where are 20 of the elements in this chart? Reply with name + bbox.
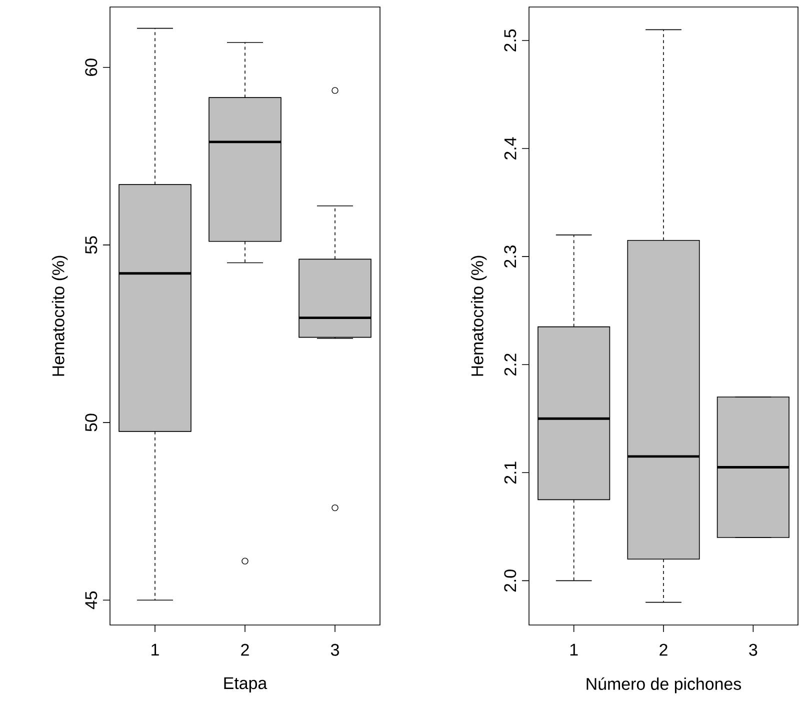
y-tick-label: 2.3 bbox=[504, 246, 516, 268]
y-tick-label: 2.2 bbox=[504, 354, 516, 376]
x-tick-label: 2 bbox=[660, 644, 668, 656]
x-tick-label: 1 bbox=[152, 644, 159, 656]
y-tick-label: 2.0 bbox=[504, 570, 516, 592]
y-axis-title: Hematocrito (%) bbox=[470, 256, 487, 376]
y-tick-label: 2.5 bbox=[504, 29, 516, 52]
y-tick-label: 45 bbox=[85, 591, 98, 610]
x-tick-label: 3 bbox=[330, 644, 339, 656]
x-tick-label: 1 bbox=[570, 644, 578, 656]
x-tick-label: 2 bbox=[241, 644, 249, 656]
x-axis-title: Número de pichones bbox=[586, 677, 741, 694]
y-axis-title: Hematocrito (%) bbox=[52, 256, 68, 376]
y-tick-label: 2.1 bbox=[504, 462, 516, 484]
y-tick-label: 60 bbox=[85, 58, 98, 76]
y-tick-label: 50 bbox=[85, 414, 98, 432]
y-tick-label: 55 bbox=[85, 236, 98, 254]
x-tick-label: 3 bbox=[749, 644, 758, 656]
x-axis-title: Etapa bbox=[224, 677, 268, 692]
y-tick-label: 2.4 bbox=[504, 137, 516, 160]
